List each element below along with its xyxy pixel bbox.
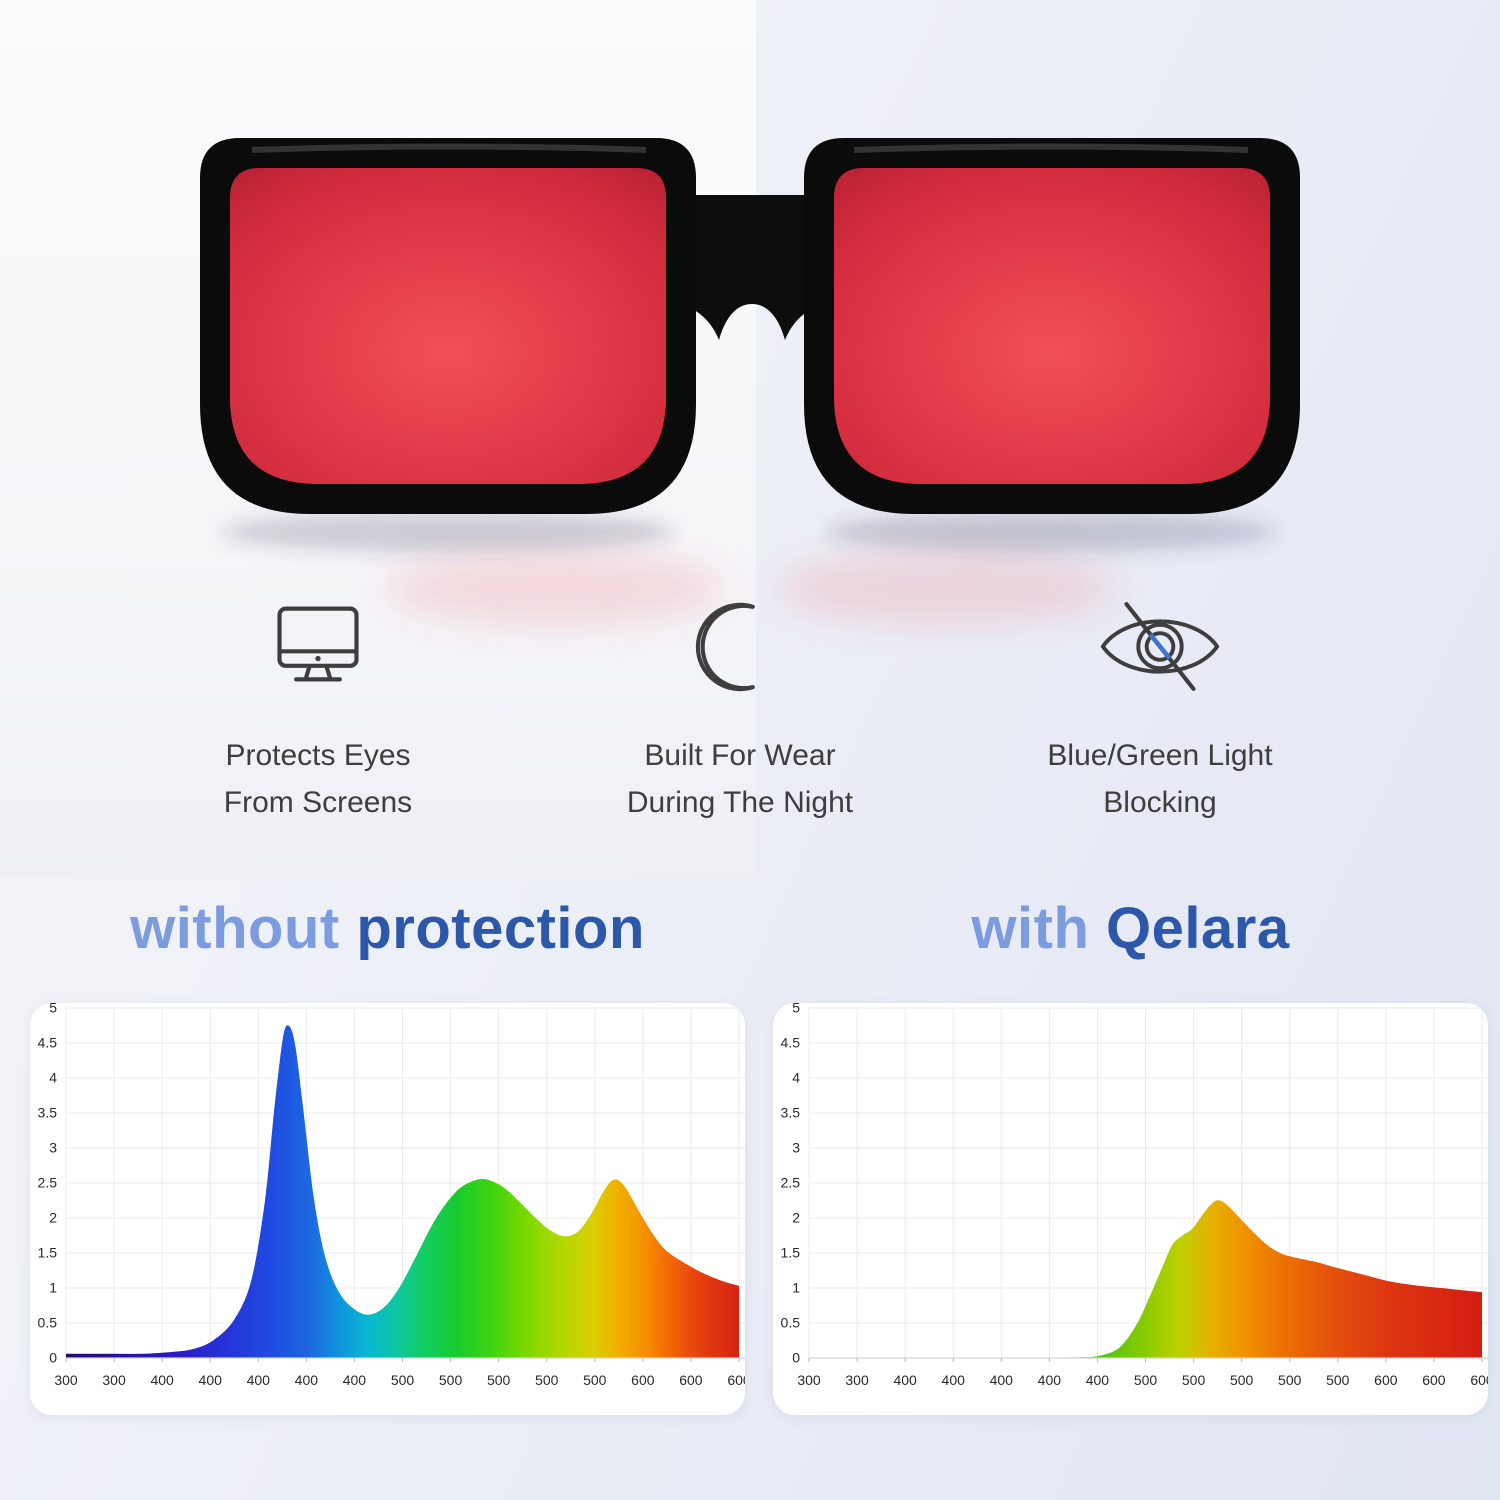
- lens-shadow-left: [223, 512, 673, 552]
- svg-text:2.5: 2.5: [781, 1175, 801, 1191]
- chart-panel-with-qelara: 0 0.5 1 1.5 2 2.5 3 3.5 4 4.5 5 300 300 400 400 400 400 4…: [773, 1003, 1488, 1415]
- moon-icon: [691, 588, 789, 696]
- feature-line: During The Night: [626, 786, 854, 819]
- svg-text:400: 400: [247, 1372, 271, 1388]
- svg-text:3.5: 3.5: [781, 1105, 801, 1121]
- svg-text:500: 500: [1134, 1372, 1158, 1388]
- svg-text:600: 600: [1374, 1372, 1398, 1388]
- svg-text:3.5: 3.5: [38, 1105, 58, 1121]
- svg-text:600: 600: [631, 1372, 655, 1388]
- feature-blocking: Blue/Green Light Blocking: [940, 588, 1380, 826]
- chart-panel-without-protection: 0 0.5 1 1.5 2 2.5 3 3.5 4 4.5 5 300 300 400 400 400 400 4…: [30, 1003, 745, 1415]
- svg-text:500: 500: [391, 1372, 415, 1388]
- svg-text:400: 400: [150, 1372, 174, 1388]
- svg-text:300: 300: [797, 1372, 821, 1388]
- spectrum-chart-with-qelara: 0 0.5 1 1.5 2 2.5 3 3.5 4 4.5 5 300 300 400 400 400 400 4…: [781, 1003, 1488, 1388]
- svg-text:1: 1: [49, 1280, 57, 1296]
- eye-strike-icon: [1091, 588, 1229, 696]
- feature-label: Built For Wear During The Night: [627, 732, 853, 826]
- feature-night: Built For Wear During The Night: [520, 588, 960, 826]
- spectrum-chart-without-protection: 0 0.5 1 1.5 2 2.5 3 3.5 4 4.5 5 300 300 400 400 400 400 4…: [38, 1003, 745, 1388]
- svg-text:500: 500: [1230, 1372, 1254, 1388]
- heading-light-word: with: [971, 896, 1090, 961]
- svg-text:2: 2: [49, 1210, 57, 1226]
- svg-text:4: 4: [49, 1070, 57, 1086]
- svg-text:4: 4: [792, 1070, 800, 1086]
- svg-text:5: 5: [792, 1003, 800, 1016]
- lens-glow-right: [775, 552, 1115, 624]
- heading-dark-word: protection: [356, 896, 645, 961]
- svg-text:400: 400: [942, 1372, 966, 1388]
- svg-text:1.5: 1.5: [38, 1245, 58, 1261]
- svg-text:600: 600: [727, 1372, 745, 1388]
- lens-shadow-right: [827, 512, 1277, 552]
- svg-text:1.5: 1.5: [781, 1245, 801, 1261]
- svg-text:600: 600: [1470, 1372, 1488, 1388]
- svg-text:400: 400: [893, 1372, 917, 1388]
- svg-text:400: 400: [343, 1372, 367, 1388]
- svg-text:600: 600: [1422, 1372, 1446, 1388]
- feature-screens: Protects Eyes From Screens: [98, 588, 538, 826]
- svg-text:400: 400: [295, 1372, 319, 1388]
- svg-text:500: 500: [1278, 1372, 1302, 1388]
- lens-left: [200, 138, 696, 514]
- svg-text:2: 2: [792, 1210, 800, 1226]
- feature-label: Blue/Green Light Blocking: [1047, 732, 1272, 826]
- svg-text:3: 3: [792, 1140, 800, 1156]
- heading-dark-word: Qelara: [1106, 896, 1290, 961]
- feature-line: Blocking: [1103, 786, 1217, 819]
- glasses-bridge: [672, 195, 832, 340]
- svg-text:0: 0: [792, 1350, 800, 1366]
- svg-text:400: 400: [1038, 1372, 1062, 1388]
- heading-without-protection: without protection: [30, 894, 745, 964]
- glasses-image: [200, 138, 1300, 624]
- svg-text:0: 0: [49, 1350, 57, 1366]
- svg-text:500: 500: [487, 1372, 511, 1388]
- svg-text:300: 300: [54, 1372, 78, 1388]
- feature-line: Built For Wear: [644, 739, 836, 772]
- feature-line: From Screens: [223, 786, 413, 819]
- svg-text:500: 500: [1326, 1372, 1350, 1388]
- svg-text:400: 400: [990, 1372, 1014, 1388]
- svg-text:0.5: 0.5: [781, 1315, 801, 1331]
- feature-line: Blue/Green Light: [1047, 739, 1273, 772]
- svg-text:3: 3: [49, 1140, 57, 1156]
- heading-light-word: without: [130, 896, 340, 961]
- svg-text:400: 400: [1086, 1372, 1110, 1388]
- monitor-icon: [266, 588, 370, 696]
- svg-text:500: 500: [1182, 1372, 1206, 1388]
- lens-glow-left: [385, 552, 725, 624]
- feature-line: Protects Eyes: [225, 739, 411, 772]
- svg-text:600: 600: [679, 1372, 703, 1388]
- lens-right: [804, 138, 1300, 514]
- svg-text:4.5: 4.5: [38, 1035, 58, 1051]
- svg-text:400: 400: [199, 1372, 223, 1388]
- heading-with-qelara: with Qelara: [773, 894, 1488, 964]
- svg-text:4.5: 4.5: [781, 1035, 801, 1051]
- svg-text:300: 300: [845, 1372, 869, 1388]
- svg-text:300: 300: [102, 1372, 126, 1388]
- svg-text:0.5: 0.5: [38, 1315, 58, 1331]
- svg-text:5: 5: [49, 1003, 57, 1016]
- feature-label: Protects Eyes From Screens: [224, 732, 412, 826]
- svg-text:500: 500: [583, 1372, 607, 1388]
- svg-text:1: 1: [792, 1280, 800, 1296]
- svg-text:500: 500: [439, 1372, 463, 1388]
- svg-text:500: 500: [535, 1372, 559, 1388]
- svg-text:2.5: 2.5: [38, 1175, 58, 1191]
